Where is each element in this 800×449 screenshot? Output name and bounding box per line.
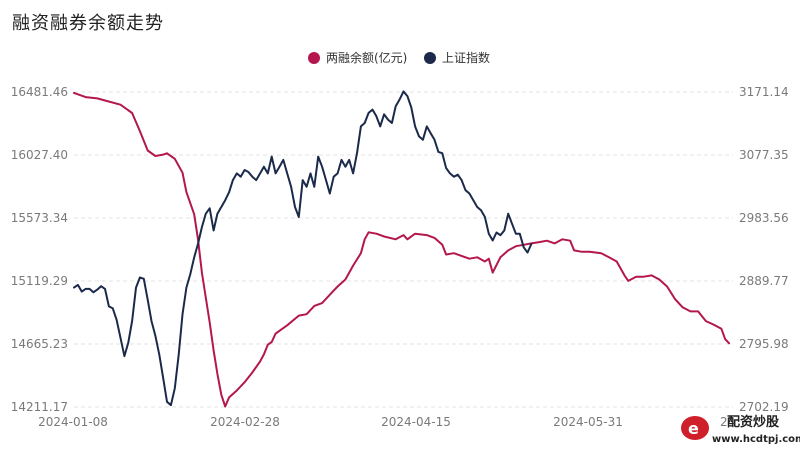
left-tick-label: 16481.46 <box>11 85 68 99</box>
left-tick-label: 15573.34 <box>11 211 68 225</box>
left-axis-ticks: 16481.46 16027.40 15573.34 15119.29 14665.23… <box>11 85 68 414</box>
series-line-sse-index <box>73 90 533 407</box>
x-tick-label: 24 <box>720 415 735 429</box>
watermark-brand: 配资炒股 <box>727 414 779 430</box>
watermark-e-icon <box>681 416 709 440</box>
chart-title: 融资融券余额走势 <box>12 13 164 34</box>
x-tick-label: 2024-01-08 <box>38 415 108 429</box>
x-tick-label: 2024-02-28 <box>210 415 280 429</box>
legend-label: 上证指数 <box>442 50 490 65</box>
right-tick-label: 2983.56 <box>739 211 789 225</box>
legend-label: 两融余额(亿元) <box>326 50 407 65</box>
right-axis-ticks: 3171.14 3077.35 2983.56 2889.77 2795.98 2702.… <box>739 85 789 414</box>
x-tick-label: 2024-04-15 <box>381 415 451 429</box>
right-tick-label: 3077.35 <box>739 148 789 162</box>
right-tick-label: 2795.98 <box>739 337 789 351</box>
left-tick-label: 14665.23 <box>11 337 68 351</box>
right-tick-label: 3171.14 <box>739 85 789 99</box>
series-line-margin-balance <box>73 91 731 408</box>
right-tick-label: 2889.77 <box>739 274 789 288</box>
series-layer <box>73 90 731 408</box>
watermark-url: www.hcdtpj.com <box>712 434 800 445</box>
left-tick-label: 14211.17 <box>11 400 68 414</box>
right-tick-label: 2702.19 <box>739 400 789 414</box>
x-tick-label: 2024-05-31 <box>553 415 623 429</box>
svg-text:e: e <box>688 419 699 438</box>
legend-marker <box>308 52 320 64</box>
watermark-logo: e 配资炒股 www.hcdtpj.com <box>681 414 800 445</box>
legend[interactable]: 两融余额(亿元) 上证指数 <box>308 50 490 65</box>
left-tick-label: 16027.40 <box>11 148 68 162</box>
legend-marker <box>424 52 436 64</box>
grid-lines <box>74 91 733 408</box>
x-axis-ticks: 2024-01-08 2024-02-28 2024-04-15 2024-05-31… <box>38 415 735 429</box>
left-tick-label: 15119.29 <box>11 274 68 288</box>
